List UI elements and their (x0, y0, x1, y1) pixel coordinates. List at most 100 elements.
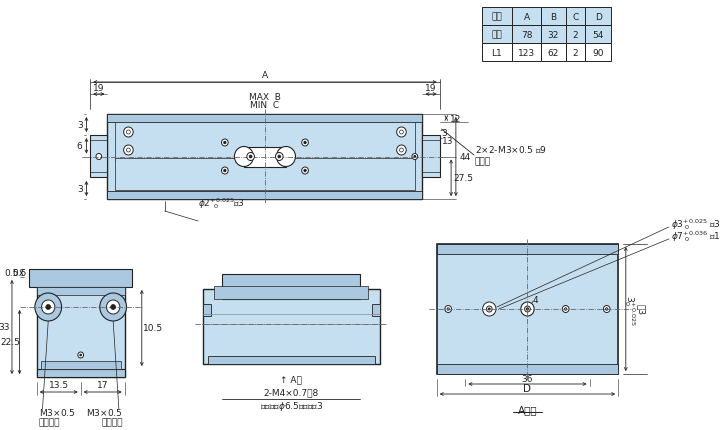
Circle shape (302, 140, 308, 147)
Bar (37, 277, 124, 377)
Circle shape (126, 131, 130, 135)
Circle shape (96, 154, 102, 160)
Circle shape (521, 302, 534, 316)
Bar (422, 136, 440, 178)
Bar (115, 123, 415, 161)
Circle shape (400, 149, 403, 153)
Text: 3: 3 (441, 129, 447, 138)
Bar (203, 304, 211, 316)
Bar (585, 8, 611, 26)
Text: 19: 19 (425, 83, 437, 92)
Circle shape (606, 308, 608, 310)
Text: 44: 44 (459, 153, 471, 162)
Bar (482, 44, 513, 62)
Bar (566, 8, 585, 26)
Circle shape (106, 300, 120, 314)
Text: 取付穴: 取付穴 (475, 157, 491, 166)
Bar (208, 356, 374, 364)
Text: MAX  B: MAX B (249, 92, 281, 101)
Bar (541, 8, 566, 26)
Circle shape (100, 293, 126, 321)
Bar (203, 289, 379, 364)
Text: 36: 36 (522, 375, 533, 384)
Bar (115, 159, 415, 190)
Text: 裏面より$\phi$6.5ザグリ深3: 裏面より$\phi$6.5ザグリ深3 (260, 399, 323, 412)
Text: $\phi$2$^{+0.025}_{\ \ 0}$深3: $\phi$2$^{+0.025}_{\ \ 0}$深3 (198, 196, 245, 211)
Text: C: C (572, 12, 579, 22)
Text: 32: 32 (547, 31, 559, 40)
Text: 62: 62 (547, 49, 559, 57)
Text: 33: 33 (0, 323, 10, 332)
Circle shape (304, 170, 306, 172)
Bar (244, 147, 286, 167)
Circle shape (483, 302, 496, 316)
Text: 78: 78 (521, 31, 532, 40)
Circle shape (224, 142, 226, 144)
Text: 3: 3 (77, 184, 83, 194)
Circle shape (526, 308, 529, 310)
Text: A: A (262, 71, 268, 79)
Text: A: A (523, 12, 529, 22)
Circle shape (46, 305, 51, 310)
Circle shape (302, 168, 308, 175)
Bar (513, 44, 541, 62)
Bar (437, 244, 618, 255)
Bar (482, 8, 513, 26)
Bar (437, 364, 618, 374)
Bar (585, 44, 611, 62)
Text: 13: 13 (441, 136, 453, 145)
Circle shape (41, 300, 55, 314)
Text: D: D (595, 12, 601, 22)
Text: 標準: 標準 (491, 31, 502, 40)
Circle shape (124, 146, 133, 156)
Text: 3$^{+0.025}_{0}$: 3$^{+0.025}_{0}$ (622, 294, 637, 325)
Text: 0.5: 0.5 (12, 269, 26, 278)
Text: 開ポート: 開ポート (101, 418, 123, 427)
Bar (482, 26, 513, 44)
Circle shape (400, 131, 403, 135)
Text: 123: 123 (518, 49, 535, 57)
Circle shape (111, 305, 116, 310)
Text: $\phi$7$^{+0.036}_{\ 0}$ 深1: $\phi$7$^{+0.036}_{\ 0}$ 深1 (671, 229, 720, 244)
Text: $\phi$3$^{+0.025}_{\ 0}$ 深3: $\phi$3$^{+0.025}_{\ 0}$ 深3 (671, 217, 720, 232)
Text: 深3: 深3 (637, 304, 646, 315)
Circle shape (525, 306, 530, 312)
Circle shape (224, 170, 226, 172)
Circle shape (412, 154, 418, 160)
Circle shape (414, 156, 416, 158)
Bar (566, 44, 585, 62)
Bar (108, 191, 422, 200)
Text: 0.5: 0.5 (5, 269, 19, 278)
Circle shape (234, 147, 254, 167)
Text: 2: 2 (572, 49, 578, 57)
Text: 6: 6 (77, 142, 83, 151)
Circle shape (562, 306, 569, 313)
Text: 閉ポート: 閉ポート (39, 418, 60, 427)
Bar (90, 136, 108, 178)
Bar (29, 269, 132, 287)
Bar (222, 274, 361, 299)
Circle shape (276, 153, 283, 161)
Bar (513, 26, 541, 44)
Bar (108, 115, 422, 123)
Text: M3$\times$0.5: M3$\times$0.5 (39, 406, 76, 418)
Text: L1: L1 (491, 49, 502, 57)
Bar (372, 304, 379, 316)
Circle shape (489, 308, 490, 310)
Bar (37, 287, 124, 295)
Circle shape (278, 156, 281, 159)
Circle shape (276, 147, 295, 167)
Circle shape (246, 153, 254, 161)
Circle shape (124, 128, 133, 138)
Text: 2-M4×0.7深8: 2-M4×0.7深8 (264, 387, 319, 396)
Bar (214, 286, 368, 299)
Text: 19: 19 (93, 83, 105, 92)
Text: M3$\times$0.5: M3$\times$0.5 (86, 406, 123, 418)
Bar (108, 115, 422, 200)
Circle shape (35, 293, 62, 321)
Text: 2$\times$2-M3$\times$0.5 深9: 2$\times$2-M3$\times$0.5 深9 (475, 144, 547, 155)
Text: 3: 3 (77, 121, 83, 130)
Circle shape (397, 128, 406, 138)
Text: 13.5: 13.5 (49, 381, 69, 390)
Text: 4: 4 (532, 296, 538, 305)
